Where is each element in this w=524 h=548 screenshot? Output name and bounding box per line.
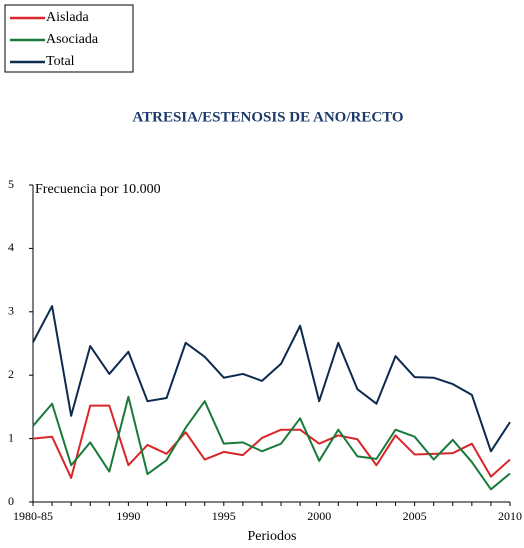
x-tick-label: 2005 (403, 509, 427, 523)
chart-title: ATRESIA/ESTENOSIS DE ANO/RECTO (132, 109, 403, 125)
y-tick-label: 2 (8, 367, 14, 381)
x-axis-title: Periodos (248, 529, 297, 544)
legend-box (4, 4, 134, 73)
x-tick-label: 1980-85 (13, 509, 53, 523)
x-tick-label: 2000 (307, 509, 331, 523)
legend-text: Aislada (46, 10, 90, 25)
y-tick-label: 5 (8, 177, 14, 191)
y-tick-label: 0 (8, 494, 14, 508)
series-line (32, 395, 511, 491)
x-tick-label: 2010 (498, 509, 522, 523)
y-tick-label: 1 (8, 430, 14, 444)
series-line (32, 305, 511, 453)
series-line (32, 404, 511, 479)
legend-text: Asociada (46, 32, 99, 47)
legend-text: Total (46, 54, 75, 69)
y-axis-title: Frecuencia por 10.000 (35, 182, 161, 197)
x-tick-label: 1995 (212, 509, 236, 523)
y-tick-label: 3 (8, 304, 14, 318)
y-tick-label: 4 (8, 240, 14, 254)
x-tick-label: 1990 (116, 509, 140, 523)
